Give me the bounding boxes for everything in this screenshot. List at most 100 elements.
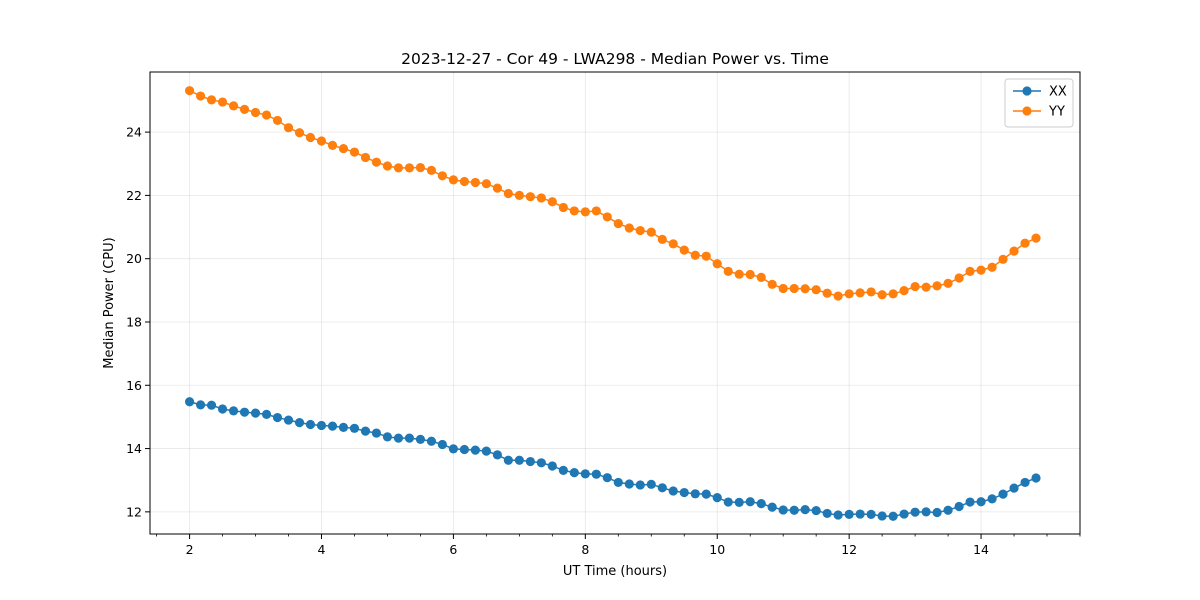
data-point-yy xyxy=(492,183,502,193)
data-point-yy xyxy=(360,152,371,163)
data-point-yy xyxy=(679,245,689,255)
data-point-yy xyxy=(690,250,700,260)
y-tick-label: 22 xyxy=(126,188,142,203)
data-point-xx xyxy=(822,508,832,519)
data-point-yy xyxy=(514,190,524,201)
data-point-yy xyxy=(701,251,711,261)
data-point-yy xyxy=(866,287,876,297)
data-point-yy xyxy=(833,291,843,301)
data-point-yy xyxy=(184,86,195,96)
data-point-yy xyxy=(327,140,338,151)
data-point-yy xyxy=(371,157,382,167)
data-point-yy xyxy=(404,163,415,173)
data-point-xx xyxy=(987,494,997,504)
legend-label-yy: YY xyxy=(1048,105,1065,120)
data-point-xx xyxy=(206,400,217,410)
grid xyxy=(150,72,1080,534)
data-point-yy xyxy=(646,227,656,237)
data-point-yy xyxy=(943,278,953,288)
data-point-xx xyxy=(723,497,733,507)
data-point-yy xyxy=(822,288,832,298)
data-point-xx xyxy=(712,493,722,503)
y-tick-label: 12 xyxy=(126,504,142,519)
data-point-xx xyxy=(679,487,689,498)
x-tick-label: 4 xyxy=(318,542,326,557)
data-point-xx xyxy=(811,505,821,516)
data-point-yy xyxy=(393,163,404,173)
data-point-xx xyxy=(789,505,799,515)
data-point-xx xyxy=(305,419,316,430)
data-point-yy xyxy=(954,273,964,283)
data-point-yy xyxy=(272,115,283,126)
x-tick-label: 6 xyxy=(449,542,457,557)
data-point-xx xyxy=(371,428,382,438)
data-point-yy xyxy=(580,207,590,217)
data-point-yy xyxy=(976,265,986,275)
series-layer xyxy=(184,86,1041,521)
data-point-xx xyxy=(547,461,557,471)
data-point-yy xyxy=(316,136,327,146)
data-point-xx xyxy=(272,412,283,423)
data-point-yy xyxy=(778,283,788,294)
data-point-yy xyxy=(547,197,557,207)
data-point-xx xyxy=(360,426,371,436)
data-point-xx xyxy=(602,473,612,483)
y-tick-label: 20 xyxy=(126,251,142,266)
data-point-xx xyxy=(217,404,228,414)
data-point-xx xyxy=(899,509,909,519)
data-point-xx xyxy=(855,509,865,519)
data-point-xx xyxy=(635,480,645,490)
data-point-xx xyxy=(921,507,931,517)
data-point-xx xyxy=(800,505,810,515)
data-point-yy xyxy=(1020,238,1030,248)
y-tick-label: 18 xyxy=(126,314,142,329)
data-point-yy xyxy=(668,239,678,249)
data-point-xx xyxy=(877,511,887,521)
data-point-yy xyxy=(481,179,491,189)
data-point-xx xyxy=(954,501,964,512)
data-point-xx xyxy=(888,511,898,521)
data-point-xx xyxy=(734,497,744,507)
data-point-xx xyxy=(459,444,470,455)
data-point-xx xyxy=(338,422,349,432)
data-point-xx xyxy=(349,423,360,433)
data-point-xx xyxy=(833,510,843,520)
data-point-yy xyxy=(965,266,975,276)
data-point-yy xyxy=(536,193,546,203)
data-point-xx xyxy=(866,509,876,519)
data-point-yy xyxy=(569,206,579,216)
data-point-xx xyxy=(998,489,1008,499)
y-tick-label: 14 xyxy=(126,441,142,456)
data-point-yy xyxy=(228,101,239,111)
data-point-yy xyxy=(800,284,810,294)
data-point-xx xyxy=(580,469,590,479)
data-point-yy xyxy=(734,269,744,279)
data-point-yy xyxy=(613,218,623,229)
data-point-xx xyxy=(965,497,975,507)
data-point-yy xyxy=(415,162,426,173)
data-point-yy xyxy=(756,272,766,282)
data-point-xx xyxy=(426,436,437,446)
data-point-xx xyxy=(1020,477,1030,488)
data-point-yy xyxy=(723,266,733,276)
data-point-xx xyxy=(701,489,711,499)
data-point-yy xyxy=(217,97,228,107)
data-point-xx xyxy=(591,469,601,479)
data-point-xx xyxy=(294,418,305,428)
data-point-yy xyxy=(624,223,634,233)
data-point-xx xyxy=(932,507,942,518)
data-point-xx xyxy=(536,458,546,468)
data-point-xx xyxy=(558,465,568,475)
data-point-yy xyxy=(712,259,722,269)
data-point-yy xyxy=(987,262,997,272)
data-point-yy xyxy=(470,177,480,188)
data-point-yy xyxy=(448,175,458,185)
data-point-xx xyxy=(184,397,195,407)
data-point-xx xyxy=(492,450,502,460)
data-point-yy xyxy=(195,91,206,101)
data-point-yy xyxy=(283,123,294,133)
data-point-xx xyxy=(393,433,404,443)
data-point-yy xyxy=(305,132,316,143)
